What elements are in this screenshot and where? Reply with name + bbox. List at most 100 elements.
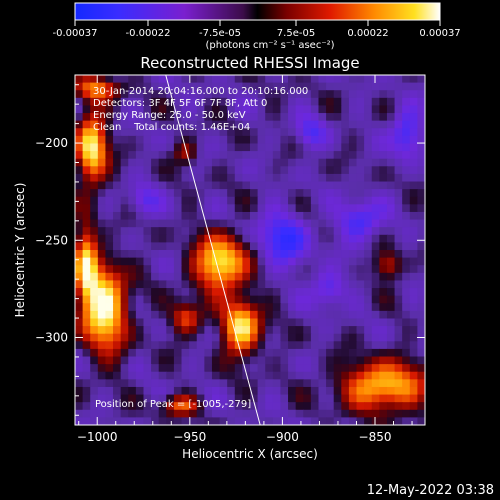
heatmap-cell — [364, 82, 373, 91]
heatmap-cell — [333, 295, 342, 304]
heatmap-cell — [242, 189, 251, 198]
heatmap-cell — [75, 242, 84, 251]
heatmap-cell — [257, 242, 266, 251]
heatmap-cell — [120, 288, 129, 297]
heatmap-cell — [211, 402, 221, 411]
heatmap-cell — [234, 219, 243, 228]
heatmap-cell — [90, 105, 99, 114]
heatmap-cell — [272, 90, 282, 99]
heatmap-cell — [90, 288, 99, 297]
heatmap-cell — [90, 82, 99, 91]
heatmap-cell — [105, 143, 114, 152]
heatmap-cell — [113, 173, 122, 183]
heatmap-cell — [318, 409, 327, 418]
heatmap-cell — [97, 364, 107, 373]
heatmap-cell — [219, 234, 228, 243]
heatmap-cell — [295, 113, 304, 122]
heatmap-cell — [196, 379, 205, 388]
heatmap-cell — [158, 348, 167, 358]
heatmap-cell — [242, 242, 251, 251]
heatmap-cell — [326, 333, 335, 342]
heatmap-cell — [402, 364, 411, 373]
heatmap-cell — [97, 158, 107, 167]
heatmap-cell — [272, 288, 282, 297]
heatmap-cell — [371, 196, 380, 205]
heatmap-cell — [386, 318, 396, 327]
heatmap-cell — [402, 318, 411, 327]
heatmap-cell — [265, 310, 274, 320]
heatmap-cell — [333, 90, 342, 99]
heatmap-cell — [219, 250, 228, 259]
heatmap-cell — [295, 417, 304, 425]
heatmap-cell — [204, 386, 213, 396]
heatmap-cell — [303, 288, 312, 297]
heatmap-cell — [409, 219, 418, 228]
heatmap-cell — [189, 189, 198, 198]
heatmap-cell — [364, 196, 373, 205]
heatmap-cell — [113, 189, 122, 198]
heatmap-cell — [417, 310, 425, 320]
heatmap-cell — [409, 318, 418, 327]
heatmap-cell — [265, 158, 274, 167]
heatmap-cell — [348, 196, 358, 205]
heatmap-cell — [151, 97, 160, 107]
heatmap-cell — [196, 356, 205, 365]
heatmap-cell — [166, 128, 175, 137]
heatmap-cell — [326, 356, 335, 365]
heatmap-cell — [364, 341, 373, 350]
heatmap-cell — [371, 371, 380, 380]
heatmap-cell — [257, 189, 266, 198]
heatmap-cell — [211, 348, 221, 358]
heatmap-cell — [143, 204, 152, 213]
heatmap-cell — [196, 242, 205, 251]
heatmap-cell — [97, 318, 107, 327]
heatmap-cell — [371, 120, 380, 129]
heatmap-cell — [113, 82, 122, 91]
heatmap-cell — [158, 288, 167, 297]
heatmap-cell — [341, 272, 350, 282]
heatmap-cell — [189, 75, 198, 84]
heatmap-cell — [158, 341, 167, 350]
heatmap-cell — [151, 417, 160, 425]
heatmap-cell — [227, 135, 236, 145]
heatmap-cell — [113, 280, 122, 289]
heatmap-cell — [173, 242, 183, 251]
heatmap-cell — [97, 120, 107, 129]
heatmap-cell — [409, 189, 418, 198]
heatmap-cell — [204, 409, 213, 418]
heatmap-cell — [204, 364, 213, 373]
heatmap-cell — [135, 280, 145, 289]
heatmap-cell — [219, 272, 228, 282]
heatmap-cell — [105, 295, 114, 304]
heatmap-cell — [288, 219, 297, 228]
heatmap-cell — [310, 143, 320, 152]
heatmap-cell — [356, 364, 365, 373]
colorbar-gradient — [74, 2, 441, 21]
heatmap-cell — [227, 75, 236, 84]
heatmap-cell — [75, 158, 84, 167]
heatmap-cell — [135, 219, 145, 228]
heatmap-cell — [173, 113, 183, 122]
heatmap-cell — [234, 417, 243, 425]
heatmap-cell — [356, 379, 365, 388]
heatmap-cell — [364, 371, 373, 380]
heatmap-cell — [417, 158, 425, 167]
heatmap-cell — [371, 242, 380, 251]
heatmap-cell — [280, 219, 289, 228]
heatmap-cell — [295, 120, 304, 129]
heatmap-cell — [348, 250, 358, 259]
heatmap-cell — [75, 303, 84, 312]
heatmap-cell — [143, 219, 152, 228]
heatmap-cell — [135, 242, 145, 251]
heatmap-cell — [295, 227, 304, 236]
heatmap-cell — [120, 166, 129, 175]
heatmap-cell — [417, 143, 425, 152]
heatmap-cell — [196, 227, 205, 236]
heatmap-cell — [189, 128, 198, 137]
heatmap-cell — [128, 280, 137, 289]
heatmap-cell — [318, 75, 327, 84]
heatmap-cell — [341, 356, 350, 365]
heatmap-cell — [379, 166, 388, 175]
heatmap-cell — [196, 158, 205, 167]
heatmap-cell — [409, 257, 418, 266]
